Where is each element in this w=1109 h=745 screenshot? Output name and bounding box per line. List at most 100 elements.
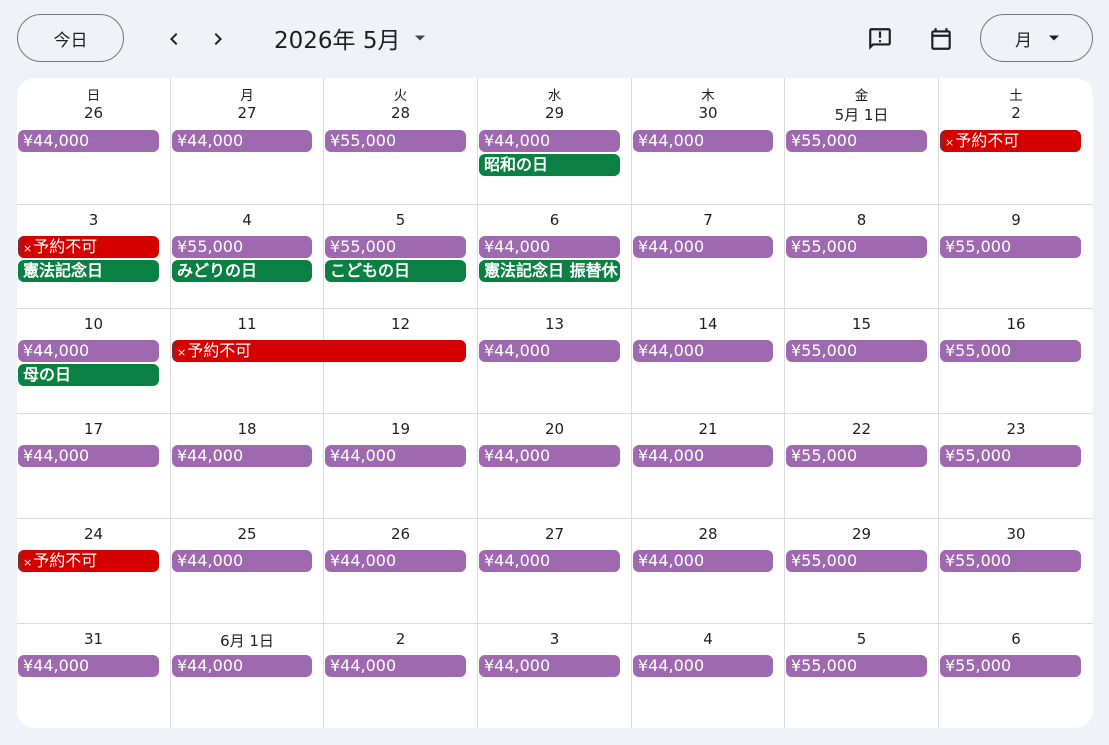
day-number[interactable]: 5 [395, 211, 406, 229]
day-number[interactable]: 9 [1011, 211, 1021, 229]
next-month-button[interactable] [198, 19, 238, 59]
day-number[interactable]: 26 [390, 525, 411, 543]
day-number[interactable]: 11 [237, 315, 257, 333]
day-number[interactable]: 19 [390, 420, 411, 438]
price-event-chip[interactable]: ¥55,000 [786, 130, 927, 152]
day-number[interactable]: 28 [698, 525, 718, 543]
holiday-event-chip[interactable]: 憲法記念日 [18, 260, 159, 282]
day-cell[interactable]: 火 28 [324, 78, 478, 205]
price-event-chip[interactable]: ¥44,000 [325, 655, 466, 677]
day-number[interactable]: 8 [856, 211, 867, 229]
day-number[interactable]: 6 [549, 211, 560, 229]
price-event-chip[interactable]: ¥55,000 [786, 550, 927, 572]
day-cell[interactable]: 21 [632, 414, 785, 519]
price-event-chip[interactable]: ¥44,000 [479, 236, 620, 258]
today-button[interactable]: 今日 [17, 14, 124, 62]
day-number[interactable]: 4 [703, 630, 713, 648]
price-event-chip[interactable]: ¥55,000 [172, 236, 312, 258]
price-event-chip[interactable]: ¥55,000 [786, 236, 927, 258]
calendar-button[interactable] [921, 19, 961, 59]
day-number[interactable]: 7 [703, 211, 713, 229]
day-number[interactable]: 4 [242, 211, 252, 229]
price-event-chip[interactable]: ¥55,000 [786, 655, 927, 677]
day-cell[interactable]: 木 30 [632, 78, 785, 205]
day-number[interactable]: 5月 1日 [834, 106, 889, 124]
day-number[interactable]: 30 [698, 104, 718, 122]
day-cell[interactable]: 26 [324, 519, 478, 624]
day-number[interactable]: 31 [83, 630, 104, 648]
price-event-chip[interactable]: ¥44,000 [172, 550, 312, 572]
price-event-chip[interactable]: ¥55,000 [940, 655, 1081, 677]
day-number[interactable]: 13 [544, 315, 565, 333]
day-cell[interactable]: 17 [17, 414, 171, 519]
price-event-chip[interactable]: ¥44,000 [479, 550, 620, 572]
day-cell[interactable]: 9 [939, 205, 1093, 309]
price-event-chip[interactable]: ¥44,000 [325, 445, 466, 467]
holiday-event-chip[interactable]: みどりの日 [172, 260, 312, 282]
price-event-chip[interactable]: ¥44,000 [172, 655, 312, 677]
day-number[interactable]: 2 [395, 630, 406, 648]
price-event-chip[interactable]: ¥44,000 [18, 445, 159, 467]
day-cell[interactable]: 18 [171, 414, 324, 519]
day-cell[interactable]: 6 [939, 624, 1093, 728]
day-number[interactable]: 2 [1011, 104, 1021, 122]
day-number[interactable]: 21 [698, 420, 718, 438]
price-event-chip[interactable]: ¥44,000 [172, 445, 312, 467]
price-event-chip[interactable]: ¥44,000 [633, 655, 773, 677]
day-cell[interactable]: 4 [632, 624, 785, 728]
day-number[interactable]: 20 [544, 420, 565, 438]
day-cell[interactable]: 12 [324, 309, 478, 414]
day-cell[interactable]: 30 [939, 519, 1093, 624]
day-cell[interactable]: 27 [478, 519, 632, 624]
day-cell[interactable]: 日 26 [17, 78, 171, 205]
day-cell[interactable]: 16 [939, 309, 1093, 414]
day-number[interactable]: 29 [851, 525, 872, 543]
day-number[interactable]: 18 [237, 420, 257, 438]
day-cell[interactable]: 6 [478, 205, 632, 309]
day-number[interactable]: 26 [83, 104, 104, 122]
day-number[interactable]: 22 [851, 420, 872, 438]
day-number[interactable]: 6月 1日 [220, 632, 274, 650]
day-cell[interactable]: 3 [17, 205, 171, 309]
price-event-chip[interactable]: ¥55,000 [325, 236, 466, 258]
day-cell[interactable]: 4 [171, 205, 324, 309]
price-event-chip[interactable]: ¥44,000 [18, 655, 159, 677]
price-event-chip[interactable]: ¥44,000 [325, 550, 466, 572]
day-number[interactable]: 17 [83, 420, 104, 438]
holiday-event-chip[interactable]: こどもの日 [325, 260, 466, 282]
day-cell[interactable]: 6月 1日 [171, 624, 324, 728]
price-event-chip[interactable]: ¥44,000 [18, 340, 159, 362]
day-cell[interactable]: 31 [17, 624, 171, 728]
month-title-dropdown[interactable]: 2026年 5月 [274, 20, 426, 56]
price-event-chip[interactable]: ¥44,000 [18, 130, 159, 152]
day-number[interactable]: 29 [544, 104, 565, 122]
day-number[interactable]: 3 [88, 211, 99, 229]
day-cell[interactable]: 7 [632, 205, 785, 309]
day-number[interactable]: 28 [390, 104, 411, 122]
blocked-event-chip[interactable]: ×予約不可 [18, 550, 159, 572]
holiday-event-chip[interactable]: 昭和の日 [479, 154, 620, 176]
price-event-chip[interactable]: ¥44,000 [633, 445, 773, 467]
day-number[interactable]: 27 [544, 525, 565, 543]
day-cell[interactable]: 8 [785, 205, 939, 309]
day-number[interactable]: 15 [851, 315, 872, 333]
day-cell[interactable]: 22 [785, 414, 939, 519]
day-cell[interactable]: 3 [478, 624, 632, 728]
feedback-button[interactable] [860, 19, 900, 59]
day-cell[interactable]: 13 [478, 309, 632, 414]
day-cell[interactable]: 月 27 [171, 78, 324, 205]
day-cell[interactable]: 10 [17, 309, 171, 414]
day-number[interactable]: 12 [390, 315, 411, 333]
day-number[interactable]: 16 [1006, 315, 1026, 333]
day-number[interactable]: 30 [1006, 525, 1026, 543]
price-event-chip[interactable]: ¥44,000 [479, 130, 620, 152]
price-event-chip[interactable]: ¥55,000 [786, 340, 927, 362]
day-cell[interactable]: 15 [785, 309, 939, 414]
price-event-chip[interactable]: ¥44,000 [479, 340, 620, 362]
day-cell[interactable]: 28 [632, 519, 785, 624]
blocked-event-chip[interactable]: ×予約不可 [18, 236, 159, 258]
price-event-chip[interactable]: ¥44,000 [633, 130, 773, 152]
day-cell[interactable]: 2 [324, 624, 478, 728]
day-number[interactable]: 27 [237, 104, 257, 122]
